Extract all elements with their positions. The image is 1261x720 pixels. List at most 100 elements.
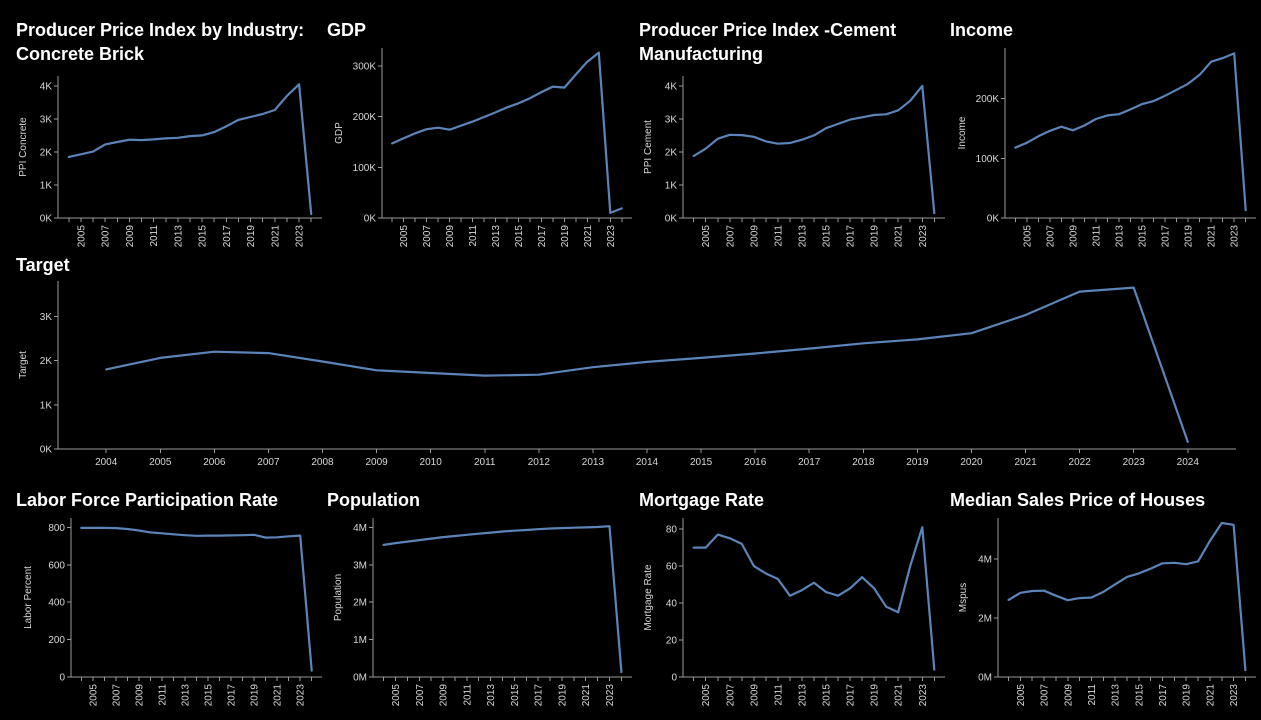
chart-population[interactable]: 0M 1M 2M 3M 4M Population 2005 2007 2009 2011 2013… (327, 488, 632, 714)
x-tick-label: 2017 (227, 684, 238, 707)
x-tick-label: 2009 (445, 225, 456, 248)
y-tick-label: 0K (40, 445, 53, 456)
x-tick-label: 2006 (203, 457, 226, 468)
chart-title: Population (327, 490, 420, 510)
x-tick-label: 2014 (636, 457, 659, 468)
x-tick-label: 2019 (557, 684, 568, 707)
x-tick-label: 2017 (1158, 684, 1169, 707)
x-tick-label: 2005 (76, 225, 87, 248)
x-tick-label: 2009 (749, 684, 760, 707)
x-tick-label: 2007 (111, 684, 122, 707)
y-tick-label: 0K (40, 214, 53, 225)
x-tick-label: 2017 (846, 684, 857, 707)
series-line (391, 51, 623, 214)
series-line (692, 526, 936, 671)
y-tick-label: 4M (978, 555, 992, 566)
chart-title: Income (950, 20, 1014, 40)
y-axis-title: GDP (334, 122, 345, 144)
y-tick-label: 0K (364, 214, 377, 225)
x-tick-label: 2021 (1207, 225, 1218, 248)
y-tick-label: 4K (665, 81, 678, 92)
x-tick-label: 2010 (420, 457, 443, 468)
chart-mspus[interactable]: 0M 2M 4M Mspus 2005 2007 2009 2011 2013 2015 2017 2… (950, 488, 1256, 714)
chart-ppi-cement[interactable]: 0K 1K 2K 3K 4K PPI Cement 2005 2007 2009 2011 2013… (639, 18, 945, 247)
y-axis-title: PPI Concrete (18, 117, 29, 177)
chart-labor[interactable]: 0 200 400 600 800 Labor Percent 2005 2007 2009 20… (16, 488, 322, 714)
series-line (692, 84, 936, 215)
y-axis-title: Target (18, 351, 29, 379)
x-tick-label: 2018 (852, 457, 875, 468)
x-tick-label: 2023 (1230, 225, 1241, 248)
x-tick-label: 2019 (870, 684, 881, 707)
y-tick-label: 80 (666, 525, 678, 536)
x-tick-label: 2016 (744, 457, 767, 468)
x-tick-label: 2023 (296, 684, 307, 707)
chart-title: Mortgage Rate (639, 490, 765, 510)
x-tick-label: 2020 (960, 457, 983, 468)
y-tick-label: 0 (59, 673, 65, 684)
chart-title: Producer Price Index by Industry: Concre… (16, 20, 305, 64)
x-tick-label: 2005 (1016, 684, 1027, 707)
y-tick-label: 1K (40, 180, 53, 191)
x-tick-label: 2013 (173, 225, 184, 248)
x-tick-label: 2024 (1177, 457, 1200, 468)
x-tick-label: 2013 (1114, 225, 1125, 248)
x-tick-label: 2019 (1184, 225, 1195, 248)
y-tick-label: 0K (987, 214, 1000, 225)
x-tick-label: 2015 (510, 684, 521, 707)
x-tick-label: 2011 (1091, 225, 1102, 247)
series-line (1007, 521, 1247, 672)
y-tick-label: 2M (978, 614, 992, 625)
x-tick-label: 2013 (1111, 684, 1122, 707)
x-tick-label: 2021 (581, 684, 592, 707)
x-tick-label: 2005 (391, 684, 402, 707)
chart-ppi-concrete[interactable]: 0K 1K 2K 3K 4K PPI Concrete 2005 2007 2009 2011 20… (16, 18, 322, 247)
x-tick-label: 2009 (1068, 225, 1079, 248)
x-tick-label: 2017 (846, 225, 857, 248)
x-tick-label: 2017 (798, 457, 821, 468)
x-tick-label: 2021 (1205, 684, 1216, 707)
x-tick-label: 2007 (415, 684, 426, 707)
y-tick-label: 3K (40, 114, 53, 125)
chart-income[interactable]: 0K 100K 200K Income 2005 2007 2009 2011 2013 2015… (950, 18, 1256, 247)
y-tick-label: 4M (353, 523, 367, 534)
chart-title: Producer Price Index -Cement Manufacturi… (639, 20, 897, 64)
x-tick-label: 2019 (1182, 684, 1193, 707)
y-tick-label: 3K (40, 312, 53, 323)
x-tick-label: 2005 (399, 225, 410, 248)
chart-gdp[interactable]: 0K 100K 200K 300K GDP 2005 2007 2009 2011 2013 201… (327, 18, 632, 247)
x-tick-label: 2023 (918, 684, 929, 707)
y-tick-label: 2M (353, 598, 367, 609)
x-tick-label: 2005 (149, 457, 172, 468)
x-tick-label: 2017 (537, 225, 548, 248)
x-tick-label: 2007 (725, 684, 736, 707)
x-tick-label: 2021 (270, 225, 281, 248)
x-tick-label: 2023 (606, 225, 617, 248)
y-tick-label: 800 (48, 523, 65, 534)
x-tick-label: 2023 (918, 225, 929, 248)
x-tick-label: 2021 (894, 225, 905, 248)
panel-ppi-concrete: Producer Price Index by Industry: Concre… (16, 18, 322, 247)
y-tick-label: 4K (40, 81, 53, 92)
chart-target[interactable]: 0K 1K 2K 3K Target 2004 2005 2006 2007 2008 2009 20… (16, 253, 1246, 473)
y-tick-label: 3M (353, 560, 367, 571)
panel-population: Population 0M 1M 2M 3M 4M Population 2005 2007 2… (327, 488, 632, 714)
x-tick-label: 2023 (1229, 684, 1240, 707)
x-tick-label: 2021 (1014, 457, 1037, 468)
panel-income: Income 0K 100K 200K Income 2005 2007 2009 2011 2… (950, 18, 1256, 247)
chart-mortgage[interactable]: 0 20 40 60 80 Mortgage Rate 2005 2007 2009 2011 20… (639, 488, 945, 714)
y-tick-label: 0 (671, 673, 677, 684)
y-tick-label: 2K (40, 147, 53, 158)
y-axis-title: Mortgage Rate (643, 564, 654, 631)
x-tick-label: 2013 (582, 457, 605, 468)
chart-title: Median Sales Price of Houses (950, 490, 1206, 510)
panel-mspus: Median Sales Price of Houses 0M 2M 4M Mspus… (950, 488, 1256, 714)
x-tick-label: 2009 (1063, 684, 1074, 707)
series-line (67, 83, 313, 216)
x-tick-label: 2009 (439, 684, 450, 707)
y-tick-label: 20 (666, 636, 678, 647)
x-tick-label: 2011 (773, 684, 784, 706)
x-tick-label: 2013 (486, 684, 497, 707)
x-tick-label: 2004 (95, 457, 118, 468)
panel-labor: Labor Force Participation Rate 0 200 400 60… (16, 488, 322, 714)
